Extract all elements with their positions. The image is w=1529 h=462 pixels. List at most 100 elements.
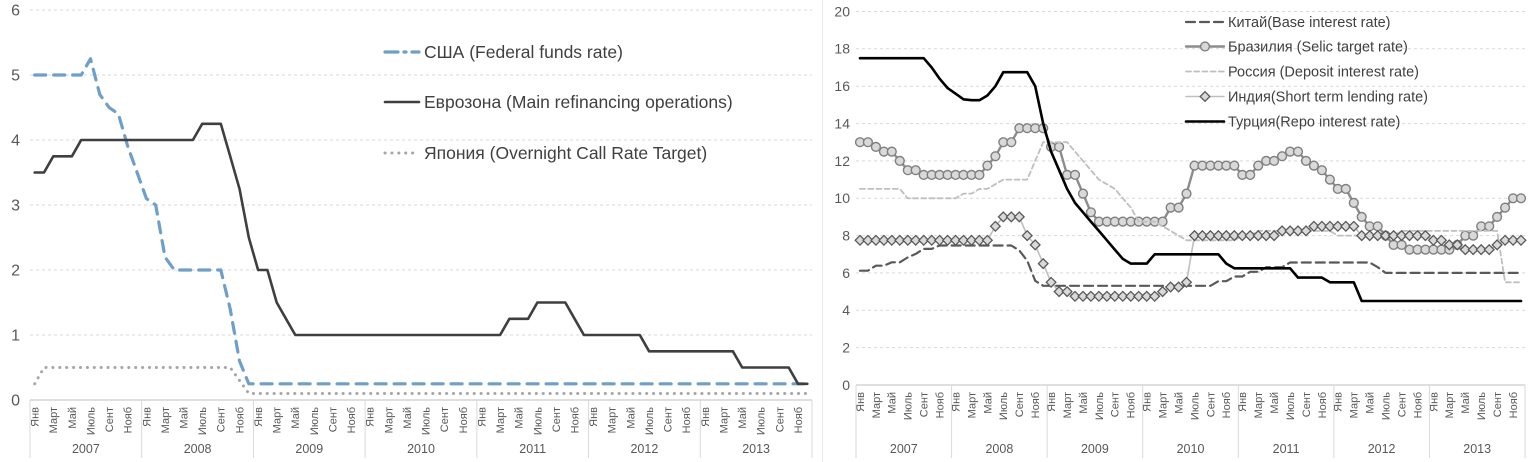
series-marker-brazil [894,155,905,167]
series-marker-india [1069,290,1081,303]
x-axis-month-label: Март [966,392,978,418]
series-marker-brazil [1468,230,1479,241]
series-marker-brazil [1069,169,1081,181]
y-axis-tick-label: 0 [11,393,20,410]
series-line-turkey [858,56,1523,303]
series-marker-brazil [1316,165,1328,176]
x-axis-month-label: Сент [1110,392,1122,417]
x-axis-month-label: Июль [998,392,1010,420]
series-marker-india [1117,290,1129,303]
x-axis-month-label: Март [272,407,284,433]
chart-developed-economies: 0 1 2 3 4 5 6 2007 Янв Март Май Июль Сент Нояб 2008 Янв… [11,3,813,458]
y-axis-tick-label: 20 [834,3,850,19]
series-marker-brazil [1269,155,1280,167]
x-axis-month-label: Сент [774,407,786,432]
y-axis-tick-label: 2 [11,263,20,280]
series-marker-india [941,234,954,247]
x-axis-month-label: Июль [1189,392,1201,420]
series-marker-brazil [1348,197,1359,209]
y-axis-tick-label: 14 [834,116,850,132]
series-marker-brazil [1085,207,1097,218]
x-axis-month-label: Янв [1142,392,1154,412]
x-axis-year-label: 2009 [1081,442,1109,456]
x-axis-month-label: Май [290,407,302,429]
series-line-japan [33,366,809,395]
series-marker-india [1499,234,1511,247]
x-axis-year-label: 2013 [742,442,770,456]
series-marker-india [1236,229,1249,242]
x-axis-year-label: 2012 [630,442,658,456]
x-axis-month-label: Июль [1476,392,1488,420]
legend-label-india: Индия(Short term lending rate) [1228,90,1428,106]
series-marker-india [1260,229,1272,242]
y-axis-tick-label: 8 [842,228,850,244]
series-marker-india [1013,211,1026,223]
x-axis-month-label: Нояб [458,407,470,433]
series-marker-india [1363,229,1376,242]
series-marker-india [894,234,906,247]
x-axis-month-label: Янв [855,392,867,412]
series-marker-india [1411,229,1424,242]
x-axis-month-label: Нояб [123,407,135,433]
series-marker-india [1156,285,1169,298]
series-marker-india [1403,229,1416,242]
series-marker-india [1387,229,1400,242]
x-axis-month-label: Нояб [1221,392,1233,418]
series-marker-india [949,234,962,247]
series-marker-india [1435,234,1448,247]
x-axis-year-label: 2007 [890,442,918,456]
series-marker-india [997,211,1010,223]
series-marker-brazil [1372,221,1383,232]
x-axis-month-label: Сент [1492,392,1504,417]
x-axis-month-label: Май [67,407,79,429]
series-marker-india [1276,225,1288,237]
y-axis-tick-label: 16 [834,78,850,94]
x-axis-month-label: Сент [919,392,931,417]
series-marker-india [862,234,874,247]
x-axis-month-label: Март [718,407,730,433]
series-marker-india [989,220,1002,233]
series-marker-india [1125,290,1137,303]
x-axis-month-label: Нояб [793,407,805,433]
series-marker-brazil [1245,169,1256,181]
x-axis-month-label: Янв [365,407,377,427]
series-marker-brazil [1515,193,1527,204]
x-axis-month-label: Янв [1428,392,1440,412]
series-marker-india [1093,290,1105,303]
series-marker-india [1101,290,1113,303]
chart-canvas-developed: 0 1 2 3 4 5 6 2007 Янв Март Май Июль Сент Нояб 2008 Янв… [11,3,813,458]
x-axis-month-label: Май [178,407,190,429]
x-axis-month-label: Янв [141,407,153,427]
series-marker-india [1109,290,1121,303]
series-marker-india [854,234,866,247]
x-axis-month-label: Июль [421,407,433,435]
x-axis-month-label: Май [887,392,899,414]
series-marker-brazil [1308,160,1320,171]
x-axis-month-label: Сент [1301,392,1313,417]
x-axis-month-label: Сент [1205,392,1217,417]
series-marker-india [1419,229,1432,242]
series-marker-india [1268,229,1280,242]
x-axis-month-label: Сент [663,407,675,432]
x-axis-year-label: 2010 [407,442,435,456]
series-marker-india [1475,243,1487,256]
x-axis-month-label: Май [514,407,526,429]
x-axis-month-label: Нояб [1317,392,1329,418]
series-line-eurozone [33,122,809,386]
y-axis-tick-label: 6 [11,3,20,20]
x-axis-month-label: Янв [950,392,962,412]
x-axis-year-label: 2010 [1177,442,1205,456]
series-marker-india [1140,290,1153,303]
x-axis-month-label: Янв [253,407,265,427]
series-marker-brazil [1324,174,1336,185]
series-marker-india [1244,229,1256,242]
series-marker-india [1037,257,1049,270]
series-marker-india [1021,229,1033,242]
series-marker-brazil [1484,221,1495,232]
series-marker-brazil [1340,183,1351,195]
series-marker-india [1164,281,1177,293]
x-axis-month-label: Июль [309,407,321,435]
x-axis-month-label: Нояб [1030,392,1042,418]
series-marker-india [1252,229,1264,242]
